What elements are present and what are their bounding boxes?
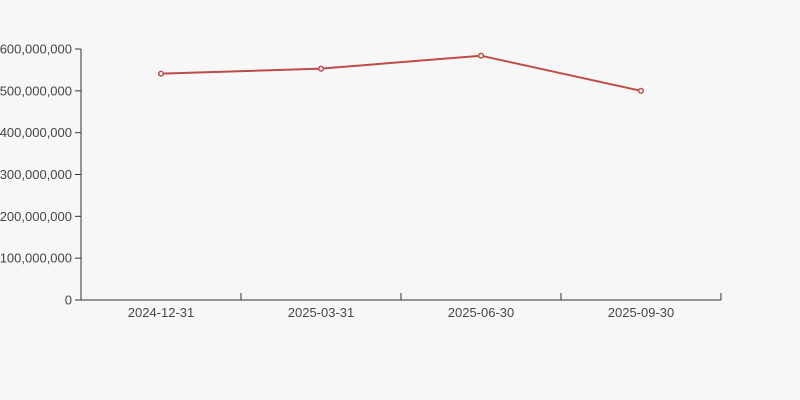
y-tick-label: 200,000,000 (0, 209, 72, 224)
data-point-marker[interactable] (157, 70, 165, 77)
x-tick-label: 2025-06-30 (448, 305, 515, 320)
data-point-marker[interactable] (317, 65, 325, 72)
x-tick-label: 2024-12-31 (128, 305, 195, 320)
y-tick-label: 300,000,000 (0, 167, 72, 182)
x-tick-label: 2025-09-30 (608, 305, 675, 320)
y-tick-label: 500,000,000 (0, 83, 72, 98)
y-tick-label: 600,000,000 (0, 42, 72, 57)
y-tick-label: 100,000,000 (0, 251, 72, 266)
data-point-marker[interactable] (477, 52, 485, 59)
data-point-marker[interactable] (637, 87, 645, 94)
series-line (160, 54, 642, 92)
x-tick-label: 2025-03-31 (288, 305, 355, 320)
y-tick-label: 400,000,000 (0, 125, 72, 140)
y-tick-label: 0 (65, 293, 72, 308)
